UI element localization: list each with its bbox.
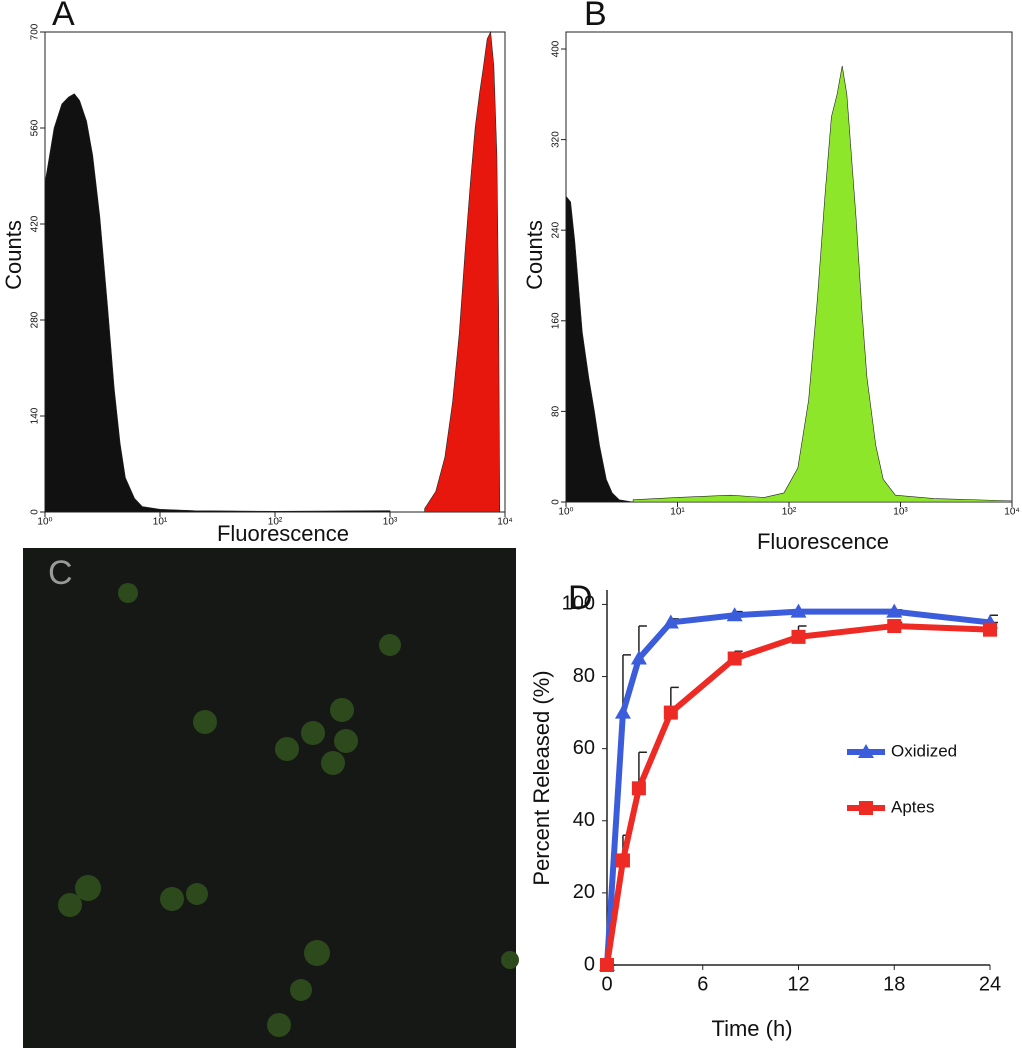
panel-label: A <box>52 0 75 33</box>
y-tick-label: 60 <box>573 737 595 759</box>
y-tick-label: 20 <box>573 881 595 903</box>
legend-label: Aptes <box>891 797 934 816</box>
histogram-area <box>565 195 634 503</box>
panel-label: D <box>568 579 593 617</box>
marker <box>631 781 646 796</box>
y-tick-label: 400 <box>551 40 562 57</box>
y-tick-label: 140 <box>30 407 41 424</box>
x-tick-label: 10¹ <box>670 507 685 518</box>
y-axis-title: Percent Released (%) <box>529 670 554 885</box>
y-tick-label: 80 <box>573 665 595 687</box>
y-tick-label: 560 <box>30 119 41 136</box>
legend-marker <box>859 801 873 815</box>
x-tick-label: 10³ <box>893 507 908 518</box>
y-tick-label: 100 <box>562 593 595 615</box>
x-tick-label: 6 <box>697 973 708 995</box>
x-tick-label: 10³ <box>383 517 398 528</box>
x-tick-label: 10² <box>268 517 283 528</box>
marker <box>887 619 902 634</box>
y-tick-label: 420 <box>30 215 41 232</box>
x-axis-title: Time (h) <box>711 1016 792 1041</box>
y-tick-label: 0 <box>30 509 41 515</box>
marker <box>663 705 678 720</box>
micrograph: C <box>23 548 519 1048</box>
marker <box>886 603 903 618</box>
y-tick-label: 320 <box>551 131 562 148</box>
x-tick-label: 0 <box>601 973 612 995</box>
cells <box>58 583 519 1037</box>
histogram-area <box>44 93 391 513</box>
y-tick-label: 700 <box>30 23 41 40</box>
y-axis-title: Counts <box>522 220 547 290</box>
x-tick-label: 10⁴ <box>1004 507 1019 518</box>
y-tick-label: 0 <box>584 953 595 975</box>
y-axis-title: Counts <box>1 220 26 290</box>
y-tick-label: 40 <box>573 809 595 831</box>
x-tick-label: 10² <box>782 507 797 518</box>
histogram-area <box>424 30 501 513</box>
x-tick-label: 12 <box>787 973 809 995</box>
y-tick-label: 240 <box>551 221 562 238</box>
legend-marker <box>858 744 874 758</box>
x-tick-label: 24 <box>979 973 1001 995</box>
y-tick-label: 160 <box>551 312 562 329</box>
x-axis-title: Fluorescence <box>217 521 349 546</box>
x-tick-label: 10⁰ <box>558 507 573 518</box>
histogram-area <box>632 65 1013 503</box>
series-line <box>604 623 991 966</box>
marker <box>614 704 631 719</box>
marker <box>790 603 807 618</box>
series-line <box>604 608 991 966</box>
x-axis-title: Fluorescence <box>757 529 889 554</box>
legend-label: Oxidized <box>891 741 957 760</box>
marker <box>983 622 997 637</box>
y-tick-label: 280 <box>30 311 41 328</box>
y-tick-label: 80 <box>551 405 562 417</box>
marker <box>600 958 614 972</box>
marker <box>727 651 742 666</box>
panel-label: B <box>584 0 607 33</box>
marker <box>791 629 806 644</box>
x-tick-label: 10⁴ <box>497 517 512 528</box>
marker <box>662 614 679 629</box>
x-tick-label: 10¹ <box>153 517 168 528</box>
x-tick-label: 18 <box>883 973 905 995</box>
marker <box>615 853 630 868</box>
marker <box>630 650 647 665</box>
panel-label: C <box>48 554 73 592</box>
x-tick-label: 10⁰ <box>37 517 52 528</box>
y-tick-label: 0 <box>551 499 562 505</box>
marker <box>726 607 743 622</box>
image-background <box>23 548 516 1048</box>
